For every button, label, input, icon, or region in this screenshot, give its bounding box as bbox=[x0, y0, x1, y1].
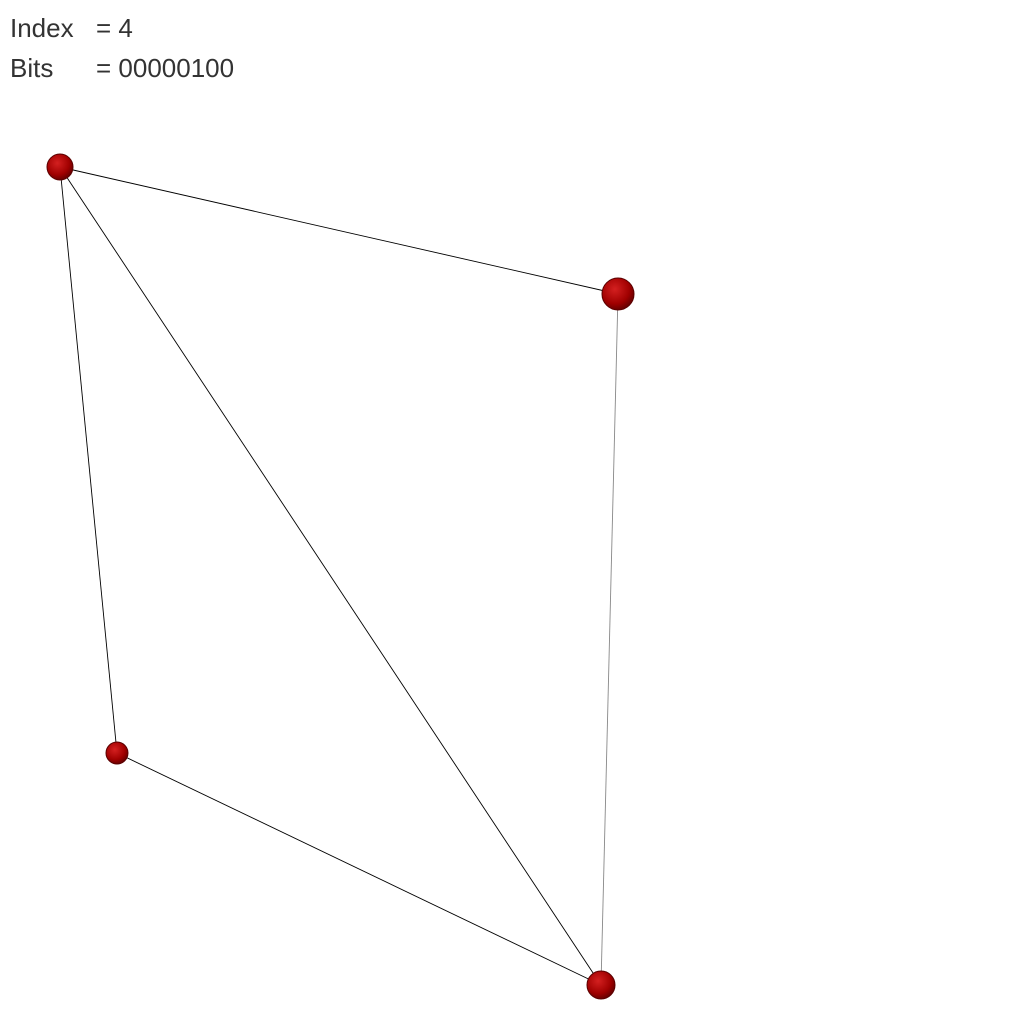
edge-b-d bbox=[600, 293, 619, 986]
edge-c-d bbox=[116, 752, 602, 986]
nodes bbox=[46, 153, 635, 1000]
info-panel: Index = 4 Bits = 00000100 bbox=[10, 8, 234, 88]
bits-value: = 00000100 bbox=[96, 53, 235, 83]
node-c[interactable] bbox=[105, 741, 129, 765]
index-value: = 4 bbox=[96, 13, 133, 43]
index-row: Index = 4 bbox=[10, 8, 234, 48]
node-a[interactable] bbox=[46, 153, 74, 181]
index-label: Index bbox=[10, 13, 74, 43]
edge-a-c bbox=[59, 166, 118, 754]
bits-row: Bits = 00000100 bbox=[10, 48, 234, 88]
edge-a-d bbox=[59, 166, 602, 986]
node-b[interactable] bbox=[601, 277, 635, 311]
edge-a-b bbox=[59, 166, 619, 295]
bits-label: Bits bbox=[10, 53, 54, 83]
node-d[interactable] bbox=[586, 970, 616, 1000]
edges bbox=[59, 166, 619, 986]
